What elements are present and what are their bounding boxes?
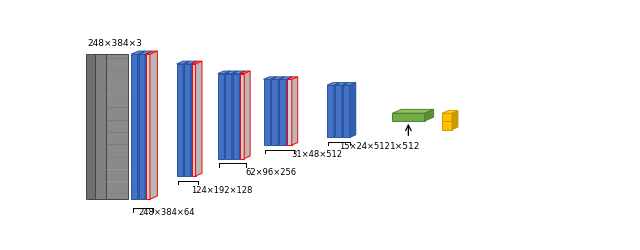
Polygon shape xyxy=(240,72,250,74)
Polygon shape xyxy=(264,80,271,146)
Polygon shape xyxy=(343,86,350,138)
Polygon shape xyxy=(334,83,340,138)
Polygon shape xyxy=(280,80,286,146)
Polygon shape xyxy=(150,52,157,200)
Polygon shape xyxy=(442,111,458,114)
Polygon shape xyxy=(271,78,276,146)
Polygon shape xyxy=(225,72,230,159)
Polygon shape xyxy=(184,65,191,176)
Polygon shape xyxy=(225,74,232,159)
Polygon shape xyxy=(146,55,150,200)
Polygon shape xyxy=(442,120,458,122)
Polygon shape xyxy=(95,55,117,200)
Polygon shape xyxy=(191,62,202,65)
Polygon shape xyxy=(280,78,292,80)
Polygon shape xyxy=(287,78,298,80)
Polygon shape xyxy=(271,80,278,146)
Polygon shape xyxy=(292,78,298,146)
Polygon shape xyxy=(286,78,292,146)
Text: 31×48×512: 31×48×512 xyxy=(292,150,342,159)
Polygon shape xyxy=(264,78,276,80)
Polygon shape xyxy=(287,80,292,146)
Polygon shape xyxy=(350,83,356,138)
Polygon shape xyxy=(452,120,458,130)
Text: 248×384×64: 248×384×64 xyxy=(138,208,195,216)
Polygon shape xyxy=(145,52,152,200)
Text: 124×192×128: 124×192×128 xyxy=(191,185,252,194)
Polygon shape xyxy=(327,86,334,138)
Polygon shape xyxy=(335,86,342,138)
Polygon shape xyxy=(131,55,138,200)
Polygon shape xyxy=(184,62,197,65)
Polygon shape xyxy=(146,52,157,55)
Text: 15×24×512: 15×24×512 xyxy=(339,141,390,150)
Text: 62×96×256: 62×96×256 xyxy=(245,167,296,176)
Polygon shape xyxy=(106,55,128,200)
Polygon shape xyxy=(240,74,244,159)
Polygon shape xyxy=(239,72,245,159)
Polygon shape xyxy=(191,65,196,176)
Polygon shape xyxy=(392,114,425,122)
Polygon shape xyxy=(225,72,237,74)
Polygon shape xyxy=(425,110,434,122)
Polygon shape xyxy=(138,52,145,200)
Polygon shape xyxy=(335,83,348,86)
Polygon shape xyxy=(183,62,189,176)
Polygon shape xyxy=(177,62,189,65)
Polygon shape xyxy=(442,114,452,122)
Polygon shape xyxy=(86,55,108,200)
Polygon shape xyxy=(138,55,145,200)
Polygon shape xyxy=(452,111,458,122)
Polygon shape xyxy=(327,83,340,86)
Polygon shape xyxy=(196,62,202,176)
Polygon shape xyxy=(244,72,250,159)
Polygon shape xyxy=(191,62,197,176)
Polygon shape xyxy=(392,110,434,114)
Polygon shape xyxy=(233,74,239,159)
Polygon shape xyxy=(138,52,152,55)
Polygon shape xyxy=(177,65,183,176)
Polygon shape xyxy=(131,52,145,55)
Polygon shape xyxy=(442,122,452,130)
Polygon shape xyxy=(342,83,348,138)
Polygon shape xyxy=(271,78,284,80)
Polygon shape xyxy=(218,72,230,74)
Polygon shape xyxy=(218,74,225,159)
Polygon shape xyxy=(233,72,245,74)
Polygon shape xyxy=(278,78,284,146)
Polygon shape xyxy=(343,83,356,86)
Text: 1×512: 1×512 xyxy=(390,141,420,150)
Text: 248×384×3: 248×384×3 xyxy=(88,39,142,48)
Polygon shape xyxy=(232,72,237,159)
